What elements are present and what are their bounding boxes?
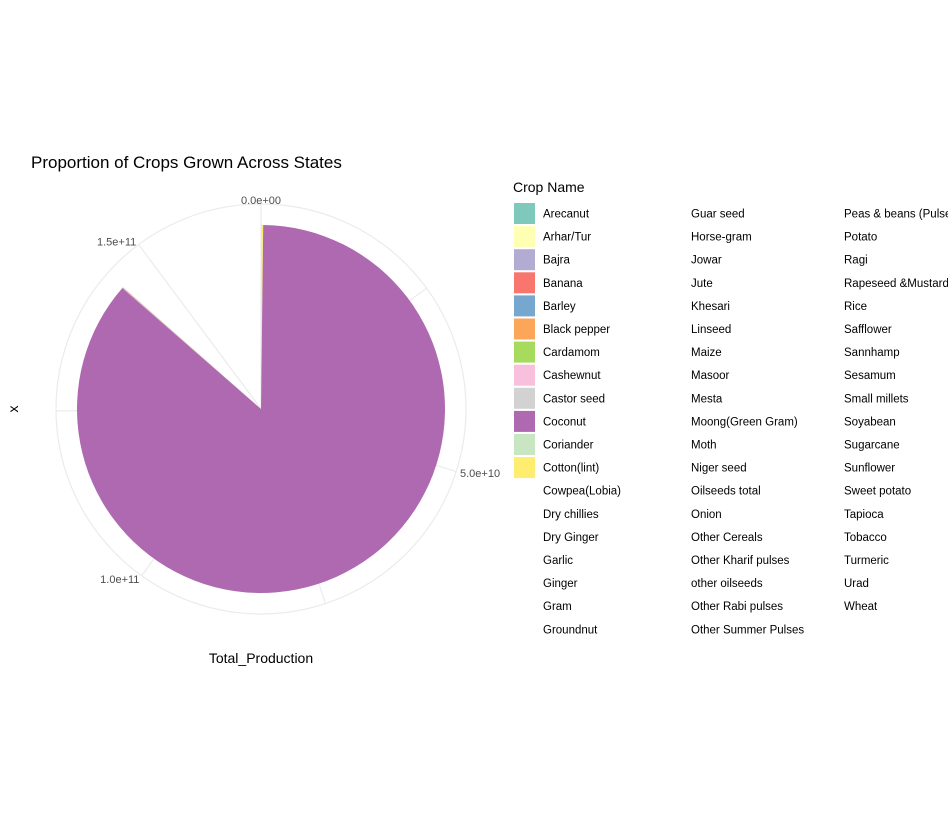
legend-label: Other Kharif pulses bbox=[691, 555, 790, 567]
pie-slice-arhar-tur bbox=[122, 287, 262, 409]
pie-slice-coconut bbox=[76, 225, 445, 594]
pie-slice-arecanut bbox=[123, 287, 261, 409]
legend-label: Gram bbox=[543, 601, 572, 613]
legend-label: Rapeseed &Mustard bbox=[844, 278, 948, 290]
legend-label: Moth bbox=[691, 440, 717, 452]
legend-label: Cotton(lint) bbox=[543, 463, 599, 475]
legend-label: Guar seed bbox=[691, 209, 745, 221]
legend: Arecanut Arhar/Tur Bajra Banana Barley Black … bbox=[514, 203, 948, 636]
legend-label: Castor seed bbox=[543, 393, 605, 405]
legend-label: Ragi bbox=[844, 255, 868, 267]
legend-label: Garlic bbox=[543, 555, 573, 567]
legend-label: Sesamum bbox=[844, 370, 896, 382]
pie-slice-cotton-lint bbox=[261, 225, 264, 409]
theta-tick-label: 5.0e+10 bbox=[460, 468, 500, 480]
y-axis-title: x bbox=[5, 406, 21, 413]
pie-slice-black-pepper bbox=[122, 287, 262, 409]
legend-key bbox=[514, 272, 535, 294]
legend-label: Urad bbox=[844, 578, 869, 590]
legend-label: Coriander bbox=[543, 440, 594, 452]
legend-key bbox=[514, 203, 535, 224]
legend-label: Onion bbox=[691, 509, 722, 521]
legend-label: Cashewnut bbox=[543, 370, 601, 382]
legend-key bbox=[514, 434, 535, 455]
legend-label: Groundnut bbox=[543, 624, 598, 636]
legend-label: other oilseeds bbox=[691, 578, 763, 590]
pie-slice-castor-seed bbox=[122, 287, 261, 409]
grid-line bbox=[138, 244, 262, 410]
legend-label: Arhar/Tur bbox=[543, 232, 591, 244]
pie-slice-banana bbox=[122, 287, 261, 409]
legend-label: Sweet potato bbox=[844, 486, 911, 498]
legend-label: Khesari bbox=[691, 301, 730, 313]
legend-label: Niger seed bbox=[691, 463, 747, 475]
legend-label: Sunflower bbox=[844, 463, 895, 475]
legend-key bbox=[514, 387, 535, 409]
legend-label: Peas & beans (Pulses) bbox=[844, 209, 948, 221]
legend-label: Other Rabi pulses bbox=[691, 601, 783, 613]
legend-label: Turmeric bbox=[844, 555, 889, 567]
legend-label: Mesta bbox=[691, 393, 723, 405]
legend-label: Cardamom bbox=[543, 347, 600, 359]
legend-label: Dry chillies bbox=[543, 509, 599, 521]
legend-label: Bajra bbox=[543, 255, 570, 267]
pie-slice-coriander bbox=[261, 225, 264, 409]
legend-label: Tapioca bbox=[844, 509, 884, 521]
pie-plot-area: 0.0e+00 5.0e+10 1.0e+11 1.5e+11 bbox=[55, 195, 500, 615]
legend-label: Banana bbox=[543, 278, 583, 290]
pie-slice-bajra bbox=[122, 287, 261, 409]
legend-label: Arecanut bbox=[543, 209, 590, 221]
legend-key bbox=[514, 341, 535, 363]
legend-label: Coconut bbox=[543, 416, 587, 428]
legend-label: Black pepper bbox=[543, 324, 610, 336]
pie-slice-cardamom bbox=[122, 287, 261, 409]
legend-label: Linseed bbox=[691, 324, 731, 336]
chart-title: Proportion of Crops Grown Across States bbox=[31, 153, 342, 172]
legend-label: Rice bbox=[844, 301, 867, 313]
legend-key bbox=[514, 364, 535, 386]
legend-label: Safflower bbox=[844, 324, 892, 336]
legend-key bbox=[514, 226, 535, 248]
legend-label: Potato bbox=[844, 232, 877, 244]
legend-key bbox=[514, 295, 535, 317]
legend-label: Wheat bbox=[844, 601, 878, 613]
legend-label: Moong(Green Gram) bbox=[691, 416, 798, 428]
legend-label: Jowar bbox=[691, 255, 722, 267]
legend-key bbox=[514, 457, 535, 479]
legend-label: Barley bbox=[543, 301, 576, 313]
legend-label: Sannhamp bbox=[844, 347, 900, 359]
theta-tick-label: 1.5e+11 bbox=[97, 236, 136, 248]
pie-slice-barley bbox=[122, 287, 261, 409]
legend-label: Dry Ginger bbox=[543, 532, 599, 544]
legend-label: Other Cereals bbox=[691, 532, 763, 544]
legend-label: Small millets bbox=[844, 393, 909, 405]
legend-label: Tobacco bbox=[844, 532, 887, 544]
legend-key bbox=[514, 249, 535, 271]
legend-title: Crop Name bbox=[513, 179, 585, 195]
theta-tick-label: 1.0e+11 bbox=[100, 574, 139, 586]
legend-label: Soyabean bbox=[844, 416, 896, 428]
legend-label: Masoor bbox=[691, 370, 730, 382]
legend-label: Maize bbox=[691, 347, 722, 359]
legend-key bbox=[514, 410, 535, 432]
legend-label: Jute bbox=[691, 278, 713, 290]
legend-label: Oilseeds total bbox=[691, 486, 761, 498]
legend-label: Horse-gram bbox=[691, 232, 752, 244]
legend-label: Other Summer Pulses bbox=[691, 624, 804, 636]
x-axis-title: Total_Production bbox=[209, 650, 313, 666]
legend-label: Ginger bbox=[543, 578, 578, 590]
theta-tick-label: 0.0e+00 bbox=[241, 195, 281, 207]
legend-key bbox=[514, 318, 535, 340]
pie-slice-cashewnut bbox=[122, 287, 261, 409]
legend-label: Cowpea(Lobia) bbox=[543, 486, 621, 498]
legend-label: Sugarcane bbox=[844, 440, 900, 452]
